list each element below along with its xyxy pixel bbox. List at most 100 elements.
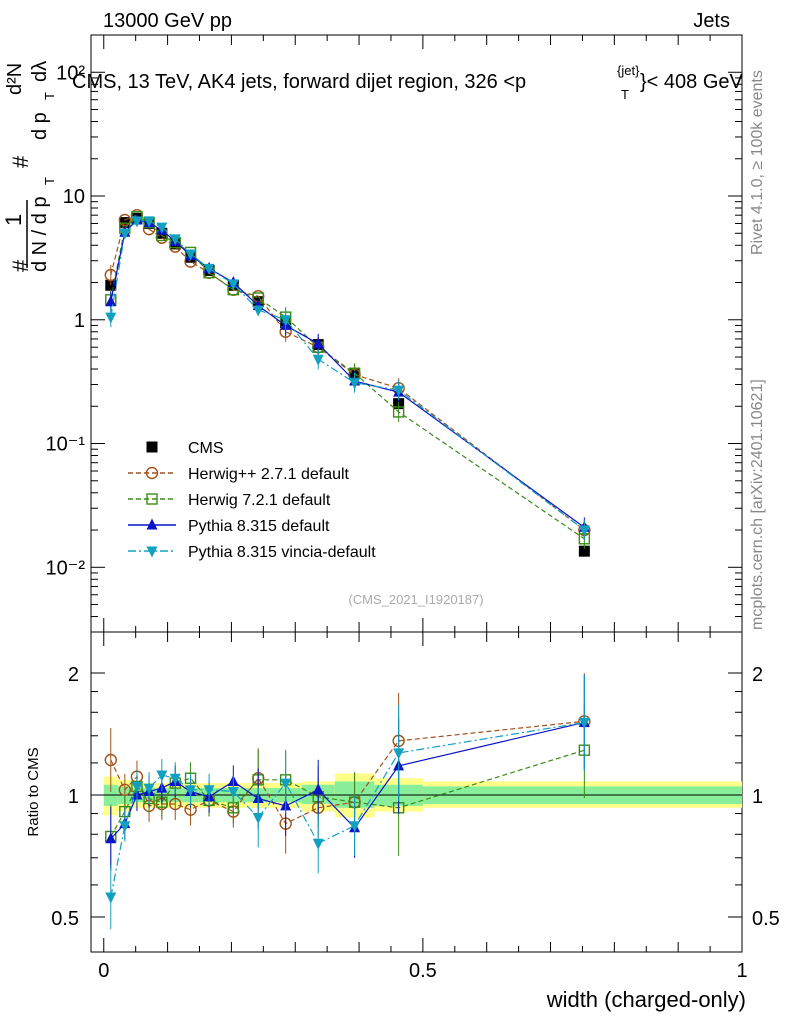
ratio-point xyxy=(119,821,131,833)
title-subscript: T xyxy=(621,87,629,102)
legend-item: CMS xyxy=(146,440,224,457)
y-tick-label: 10⁻¹ xyxy=(46,434,86,456)
legend-label: Pythia 8.315 default xyxy=(188,518,330,535)
main-frame xyxy=(90,34,743,633)
y-tick-label: 10 xyxy=(63,186,85,208)
ratio-point xyxy=(349,821,361,833)
data-point xyxy=(105,279,117,291)
ratio-series-0 xyxy=(104,673,591,854)
ratio-series-3 xyxy=(105,674,590,930)
ratio-y-tick-label: 1 xyxy=(68,786,79,808)
ratio-point xyxy=(312,783,324,795)
data-point xyxy=(185,249,197,261)
legend-item: Pythia 8.315 vincia-default xyxy=(128,544,376,561)
title-main: CMS, 13 TeV, AK4 jets, forward dijet reg… xyxy=(72,71,526,93)
title-end: }< 408 GeV xyxy=(640,71,744,93)
legend-marker xyxy=(146,493,158,505)
legend-item: Herwig++ 2.7.1 default xyxy=(128,466,350,483)
main-series-0 xyxy=(105,212,590,557)
ylabel-d2n: d²N xyxy=(4,63,26,95)
legend-item: Herwig 7.2.1 default xyxy=(128,492,331,509)
legend-item: Pythia 8.315 default xyxy=(128,518,330,535)
y-tick-label: 10⁻² xyxy=(46,557,86,579)
x-axis-label: width (charged-only) xyxy=(546,987,746,1012)
ratio-point xyxy=(578,717,590,729)
legend-label: Pythia 8.315 vincia-default xyxy=(188,544,376,561)
legend-marker xyxy=(146,441,158,453)
legend-label: Herwig 7.2.1 default xyxy=(188,492,331,509)
ratio-y-tick-label: 0.5 xyxy=(51,908,79,930)
ratio-point xyxy=(185,785,197,797)
ratio-point xyxy=(104,753,117,767)
ratio-series-2 xyxy=(105,674,590,871)
ratio-point xyxy=(203,785,215,797)
ratio-point xyxy=(393,748,405,760)
ratio-point xyxy=(131,781,143,793)
data-point xyxy=(156,222,168,234)
ratio-point xyxy=(169,773,181,785)
legend-marker xyxy=(146,518,158,530)
ylabel-sub-t2: T xyxy=(42,92,57,100)
ratio-y-tick-label-right: 1 xyxy=(752,786,763,808)
header-left: 13000 GeV pp xyxy=(103,10,232,32)
ratio-point xyxy=(156,770,168,782)
ratio-point xyxy=(105,832,117,844)
main-ylabel: # 1 d N / d p T # d p T d²N dλ xyxy=(1,61,57,272)
x-tick-label: 1 xyxy=(736,960,747,982)
legend-label: Herwig++ 2.7.1 default xyxy=(188,466,350,483)
ratio-point xyxy=(252,812,264,824)
data-point xyxy=(143,216,155,228)
data-point xyxy=(578,525,590,537)
main-series-1 xyxy=(104,208,591,541)
ratio-point xyxy=(143,783,155,795)
ratio-series xyxy=(104,673,591,930)
ratio-point xyxy=(118,783,132,796)
main-series-2 xyxy=(105,211,591,549)
ratio-y-tick-label-right: 0.5 xyxy=(752,908,780,930)
data-point xyxy=(312,337,324,349)
legend-marker xyxy=(145,466,159,480)
data-point xyxy=(119,228,131,240)
ylabel-dlambda: dλ xyxy=(29,61,51,82)
main-series-4 xyxy=(105,216,590,541)
data-point xyxy=(312,354,324,366)
series-line xyxy=(110,220,585,531)
rivet-label: Rivet 4.1.0, ≥ 100k events xyxy=(749,70,766,255)
data-point xyxy=(169,234,181,246)
ratio-point xyxy=(312,838,324,850)
data-point xyxy=(203,263,215,275)
data-point xyxy=(227,279,239,291)
main-axes: 10⁻² 10⁻¹ 1 10 10² xyxy=(46,34,743,952)
data-point xyxy=(118,213,132,227)
ylabel-hash2: # xyxy=(8,155,33,168)
x-tick-label: 0 xyxy=(98,960,109,982)
data-point xyxy=(392,406,405,418)
ratio-point xyxy=(227,787,239,799)
main-series-3 xyxy=(105,213,590,538)
ratio-point xyxy=(105,892,117,904)
legend-label: CMS xyxy=(188,440,224,457)
data-point xyxy=(131,216,143,228)
data-point xyxy=(105,295,117,307)
ratio-ylabel: Ratio to CMS xyxy=(25,747,42,836)
x-tick-label: 0.5 xyxy=(409,960,437,982)
ratio-point xyxy=(280,778,292,790)
ylabel-dn: d N / d p xyxy=(29,196,51,272)
legend-marker xyxy=(146,546,158,558)
ylabel-sub-t: T xyxy=(42,177,57,185)
analysis-id: (CMS_2021_I1920187) xyxy=(348,592,483,607)
ratio-y-tick-label-right: 2 xyxy=(752,664,763,686)
ylabel-one: 1 xyxy=(1,214,26,226)
data-point xyxy=(280,315,292,327)
legend: CMS Herwig++ 2.7.1 default Herwig 7.2.1 de… xyxy=(128,440,376,561)
data-point xyxy=(393,385,405,397)
ratio-axes: 0.5 0.5 1 1 2 2 0 0.5 1 xyxy=(51,664,780,982)
data-point xyxy=(105,312,117,324)
title-superscript: {jet} xyxy=(617,63,640,78)
plot-title: CMS, 13 TeV, AK4 jets, forward dijet reg… xyxy=(72,63,744,102)
data-point xyxy=(578,545,590,557)
ratio-y-tick-label: 2 xyxy=(68,664,79,686)
series-line xyxy=(110,216,585,540)
y-tick-label: 1 xyxy=(74,310,85,332)
